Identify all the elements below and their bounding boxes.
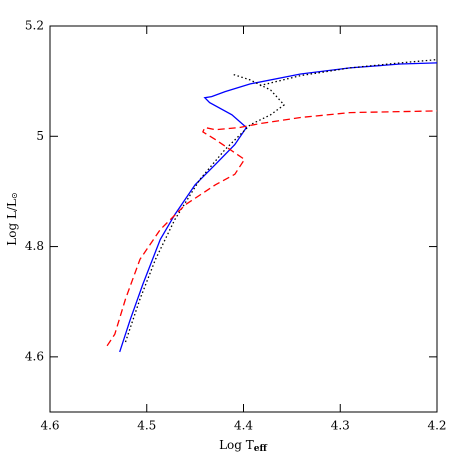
y-tick-label: 5.2 xyxy=(25,19,44,33)
x-label-text: Log T xyxy=(219,438,254,452)
y-tick-label: 5 xyxy=(36,129,44,143)
x-tick-label: 4.3 xyxy=(331,419,350,433)
x-tick-label: 4.2 xyxy=(427,419,446,433)
x-tick-label: 4.4 xyxy=(234,419,253,433)
x-axis-label: Log Teff xyxy=(219,438,267,454)
x-label-sub: eff xyxy=(254,444,268,454)
x-tick-label: 4.5 xyxy=(137,419,156,433)
y-axis-label: Log L/L⊙ xyxy=(5,192,20,245)
y-tick-label: 4.6 xyxy=(25,349,44,363)
plot-frame xyxy=(49,25,438,413)
y-label-text: Log L/L xyxy=(5,199,19,246)
y-label-sub: ⊙ xyxy=(10,192,19,199)
track-line xyxy=(119,62,438,353)
x-tick-label: 4.6 xyxy=(40,419,59,433)
y-tick-label: 4.8 xyxy=(25,239,44,253)
track-line xyxy=(106,110,438,347)
track-line xyxy=(124,58,438,343)
